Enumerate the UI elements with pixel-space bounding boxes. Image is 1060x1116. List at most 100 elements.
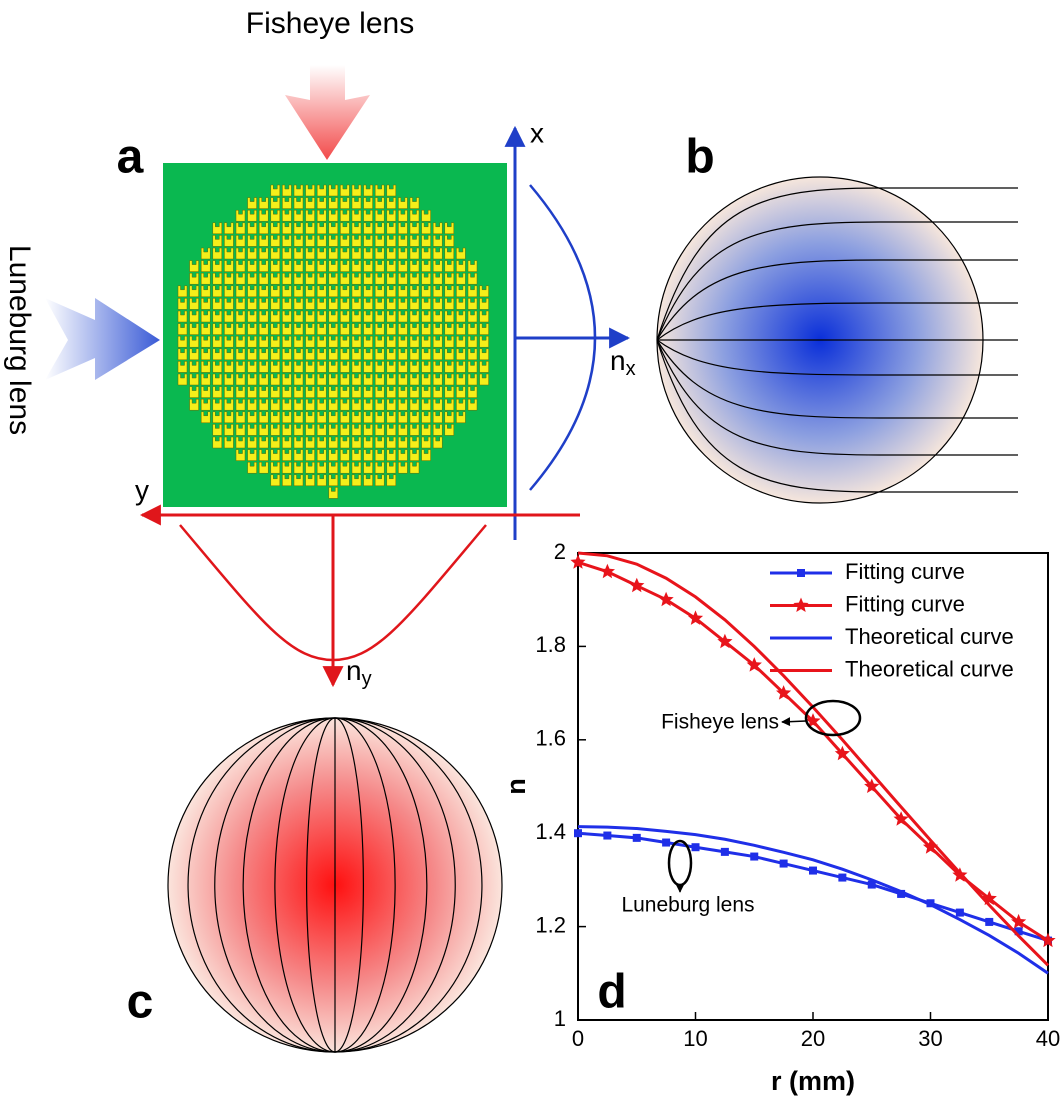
unit-cell (386, 272, 397, 285)
unit-cell (421, 386, 431, 398)
unit-cell (328, 411, 339, 424)
unit-cell (386, 436, 397, 449)
unit-cell (386, 209, 397, 222)
unit-cell (351, 235, 362, 247)
unit-cell (212, 373, 223, 386)
unit-cell (444, 348, 455, 361)
unit-cell (386, 449, 397, 461)
unit-cell (258, 197, 269, 209)
unit-cell (282, 436, 292, 449)
unit-cell (398, 449, 408, 461)
unit-cell (316, 272, 327, 285)
unit-cell (374, 361, 385, 373)
unit-cell (409, 323, 420, 335)
unit-cell (363, 197, 373, 209)
unit-cell (432, 235, 443, 247)
x-tick-label: 40 (1036, 1026, 1060, 1051)
unit-cell (258, 361, 269, 373)
unit-cell (328, 373, 339, 386)
unit-cell (444, 335, 455, 348)
x-axis-label: x (530, 117, 544, 148)
unit-cell (305, 184, 315, 197)
unit-cell (374, 235, 385, 247)
unit-cell (421, 398, 431, 411)
y-tick-label: 1.6 (535, 726, 566, 751)
unit-cell (258, 386, 269, 398)
unit-cell (351, 361, 362, 373)
marker (746, 657, 762, 672)
unit-cell (340, 386, 350, 398)
unit-cell (258, 424, 269, 436)
panel-label: c (127, 976, 154, 1029)
unit-cell (479, 348, 489, 361)
marker (658, 591, 674, 607)
unit-cell (363, 449, 373, 461)
unit-cell (456, 298, 466, 310)
y-tick-label: 2 (554, 539, 566, 564)
unit-cell (409, 436, 420, 449)
marker (834, 745, 850, 761)
unit-cell (328, 184, 339, 197)
unit-cell (340, 461, 350, 474)
unit-cell (363, 323, 373, 335)
unit-cell (467, 272, 478, 285)
unit-cell (270, 436, 281, 449)
ny-profile (179, 524, 487, 662)
unit-cell (409, 361, 420, 373)
unit-cell (456, 310, 466, 323)
unit-cell (316, 222, 327, 235)
series-line (577, 560, 1049, 942)
unit-cell (235, 424, 246, 436)
nx-profile (529, 184, 597, 491)
marker (599, 563, 615, 579)
unit-cell (247, 436, 257, 449)
unit-cell (374, 197, 385, 209)
unit-cell (282, 449, 292, 461)
unit-cell (340, 323, 350, 335)
unit-cell (305, 197, 315, 209)
unit-cell (177, 323, 188, 335)
unit-cell (351, 209, 362, 222)
marker (797, 569, 805, 577)
unit-cell (316, 461, 327, 474)
unit-cell (398, 235, 408, 247)
unit-cell (432, 398, 443, 411)
unit-cell (189, 285, 199, 298)
unit-cell (432, 386, 443, 398)
unit-cell (235, 272, 246, 285)
unit-cell (374, 348, 385, 361)
unit-cell (340, 209, 350, 222)
unit-cell (305, 474, 315, 487)
unit-cell (189, 361, 199, 373)
unit-cell (224, 247, 234, 260)
unit-cell (177, 298, 188, 310)
unit-cell (479, 285, 489, 298)
unit-cell (282, 398, 292, 411)
unit-cell (247, 197, 257, 209)
unit-cell (444, 235, 455, 247)
unit-cell (398, 373, 408, 386)
unit-cell (421, 335, 431, 348)
unit-cell (235, 411, 246, 424)
unit-cell (374, 424, 385, 436)
unit-cell (374, 298, 385, 310)
unit-cell (316, 310, 327, 323)
unit-cell (247, 424, 257, 436)
unit-cell (432, 335, 443, 348)
unit-cell (247, 461, 257, 474)
unit-cell (305, 398, 315, 411)
unit-cell (247, 335, 257, 348)
unit-cell (270, 411, 281, 424)
unit-cell (467, 310, 478, 323)
unit-cell (409, 197, 420, 209)
unit-cell (212, 361, 223, 373)
unit-cell (305, 348, 315, 361)
unit-cell (363, 247, 373, 260)
unit-cell (363, 461, 373, 474)
unit-cell (398, 285, 408, 298)
unit-cell (386, 197, 397, 209)
unit-cell (432, 411, 443, 424)
unit-cell (456, 247, 466, 260)
unit-cell (200, 260, 211, 272)
unit-cell (432, 272, 443, 285)
